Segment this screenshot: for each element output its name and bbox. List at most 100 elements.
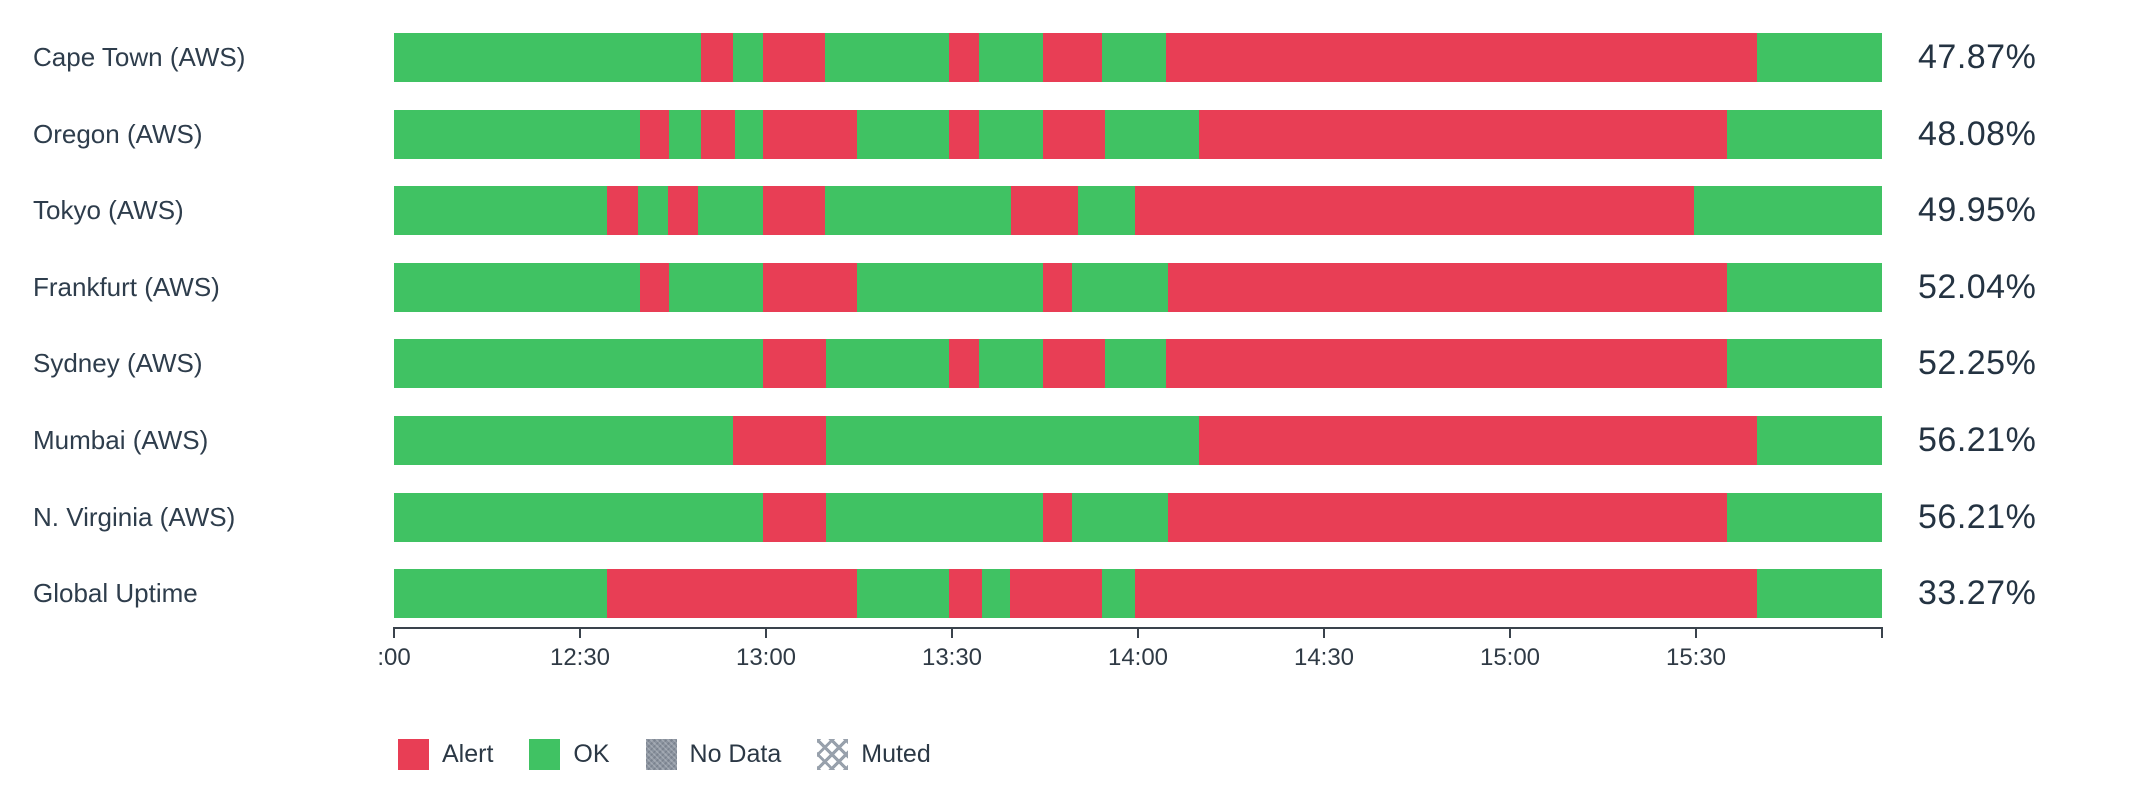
status-segment-alert[interactable] bbox=[700, 109, 735, 159]
legend-swatch-nodata-icon bbox=[645, 739, 677, 770]
status-segment-alert[interactable] bbox=[667, 186, 698, 236]
status-segment-ok[interactable] bbox=[394, 339, 764, 389]
status-segment-alert[interactable] bbox=[1167, 492, 1728, 542]
status-segment-alert[interactable] bbox=[763, 339, 826, 389]
status-bar[interactable] bbox=[394, 186, 1882, 236]
status-segment-ok[interactable] bbox=[394, 416, 734, 465]
status-segment-ok[interactable] bbox=[394, 569, 607, 619]
status-segment-ok[interactable] bbox=[1727, 492, 1882, 542]
status-segment-ok[interactable] bbox=[981, 569, 1010, 619]
status-segment-alert[interactable] bbox=[949, 569, 982, 619]
status-segment-alert[interactable] bbox=[1198, 109, 1728, 159]
status-segment-ok[interactable] bbox=[1756, 569, 1882, 619]
status-segment-ok[interactable] bbox=[638, 186, 668, 236]
status-segment-alert[interactable] bbox=[1167, 262, 1728, 312]
status-segment-ok[interactable] bbox=[825, 416, 1199, 465]
uptime-percentage: 56.21% bbox=[1918, 497, 2037, 536]
status-segment-alert[interactable] bbox=[1166, 339, 1728, 389]
legend-item-muted[interactable]: Muted bbox=[817, 739, 931, 770]
axis-tick-label: 13:30 bbox=[921, 644, 983, 671]
status-segment-alert[interactable] bbox=[948, 33, 979, 82]
legend-item-alert[interactable]: Alert bbox=[398, 739, 493, 770]
axis-tick-label: 12:30 bbox=[549, 644, 611, 671]
status-segment-alert[interactable] bbox=[1198, 416, 1757, 465]
status-segment-alert[interactable] bbox=[606, 569, 857, 619]
legend-label: OK bbox=[573, 740, 610, 768]
status-segment-ok[interactable] bbox=[1756, 33, 1882, 82]
legend-swatch-ok-icon bbox=[529, 739, 561, 770]
status-segment-ok[interactable] bbox=[856, 569, 949, 619]
status-segment-alert[interactable] bbox=[1134, 186, 1695, 236]
status-bar[interactable] bbox=[394, 339, 1882, 389]
status-segment-alert[interactable] bbox=[1042, 492, 1073, 542]
status-segment-ok[interactable] bbox=[697, 186, 763, 236]
status-bar[interactable] bbox=[394, 33, 1882, 82]
status-segment-ok[interactable] bbox=[669, 262, 763, 312]
uptime-percentage: 52.04% bbox=[1918, 267, 2037, 306]
status-segment-ok[interactable] bbox=[394, 492, 764, 542]
status-bar[interactable] bbox=[394, 262, 1882, 312]
status-segment-ok[interactable] bbox=[1105, 339, 1167, 389]
status-segment-alert[interactable] bbox=[606, 186, 639, 236]
status-segment-alert[interactable] bbox=[1011, 186, 1079, 236]
status-segment-alert[interactable] bbox=[733, 416, 826, 465]
status-segment-ok[interactable] bbox=[734, 109, 763, 159]
status-segment-ok[interactable] bbox=[1727, 262, 1882, 312]
status-segment-ok[interactable] bbox=[1727, 109, 1882, 159]
status-segment-ok[interactable] bbox=[394, 33, 701, 82]
status-segment-alert[interactable] bbox=[1010, 569, 1103, 619]
status-segment-alert[interactable] bbox=[948, 109, 979, 159]
status-segment-alert[interactable] bbox=[949, 339, 979, 389]
legend-item-nodata[interactable]: No Data bbox=[645, 739, 781, 770]
status-segment-ok[interactable] bbox=[1072, 262, 1168, 312]
uptime-percentage: 48.08% bbox=[1918, 114, 2037, 153]
axis-tick bbox=[951, 627, 953, 638]
status-segment-alert[interactable] bbox=[1042, 339, 1106, 389]
status-bar[interactable] bbox=[394, 492, 1882, 542]
status-bar[interactable] bbox=[394, 569, 1882, 619]
status-segment-alert[interactable] bbox=[700, 33, 734, 82]
status-segment-alert[interactable] bbox=[762, 109, 857, 159]
status-segment-ok[interactable] bbox=[825, 339, 949, 389]
status-bar[interactable] bbox=[394, 416, 1882, 465]
status-segment-ok[interactable] bbox=[825, 492, 1043, 542]
status-segment-ok[interactable] bbox=[1078, 186, 1135, 236]
status-segment-alert[interactable] bbox=[1134, 569, 1757, 619]
status-segment-ok[interactable] bbox=[1102, 569, 1135, 619]
status-segment-alert[interactable] bbox=[639, 262, 670, 312]
axis-tick bbox=[765, 627, 767, 638]
status-segment-ok[interactable] bbox=[825, 186, 1012, 236]
status-segment-alert[interactable] bbox=[763, 33, 826, 82]
status-segment-ok[interactable] bbox=[733, 33, 763, 82]
status-segment-ok[interactable] bbox=[978, 109, 1043, 159]
status-segment-ok[interactable] bbox=[978, 339, 1043, 389]
status-segment-ok[interactable] bbox=[1756, 416, 1882, 465]
status-segment-ok[interactable] bbox=[978, 33, 1043, 82]
legend-item-ok[interactable]: OK bbox=[529, 739, 610, 770]
status-segment-ok[interactable] bbox=[1102, 33, 1167, 82]
status-segment-alert[interactable] bbox=[639, 109, 670, 159]
status-segment-alert[interactable] bbox=[763, 262, 857, 312]
status-segment-ok[interactable] bbox=[856, 109, 949, 159]
status-segment-alert[interactable] bbox=[763, 492, 826, 542]
status-segment-ok[interactable] bbox=[1072, 492, 1168, 542]
status-segment-alert[interactable] bbox=[1166, 33, 1757, 82]
status-segment-alert[interactable] bbox=[1042, 109, 1106, 159]
status-segment-ok[interactable] bbox=[394, 109, 640, 159]
legend-label: Muted bbox=[861, 740, 931, 768]
status-segment-ok[interactable] bbox=[825, 33, 949, 82]
status-segment-alert[interactable] bbox=[1042, 33, 1103, 82]
axis-tick-label: 15:30 bbox=[1665, 644, 1727, 671]
status-segment-ok[interactable] bbox=[1694, 186, 1882, 236]
status-segment-ok[interactable] bbox=[394, 186, 607, 236]
status-segment-alert[interactable] bbox=[1042, 262, 1073, 312]
status-segment-ok[interactable] bbox=[394, 262, 640, 312]
status-segment-ok[interactable] bbox=[669, 109, 701, 159]
status-segment-ok[interactable] bbox=[856, 262, 1043, 312]
status-segment-alert[interactable] bbox=[762, 186, 826, 236]
status-bar[interactable] bbox=[394, 109, 1882, 159]
axis-tick bbox=[1509, 627, 1511, 638]
status-segment-ok[interactable] bbox=[1105, 109, 1199, 159]
status-segment-ok[interactable] bbox=[1727, 339, 1882, 389]
